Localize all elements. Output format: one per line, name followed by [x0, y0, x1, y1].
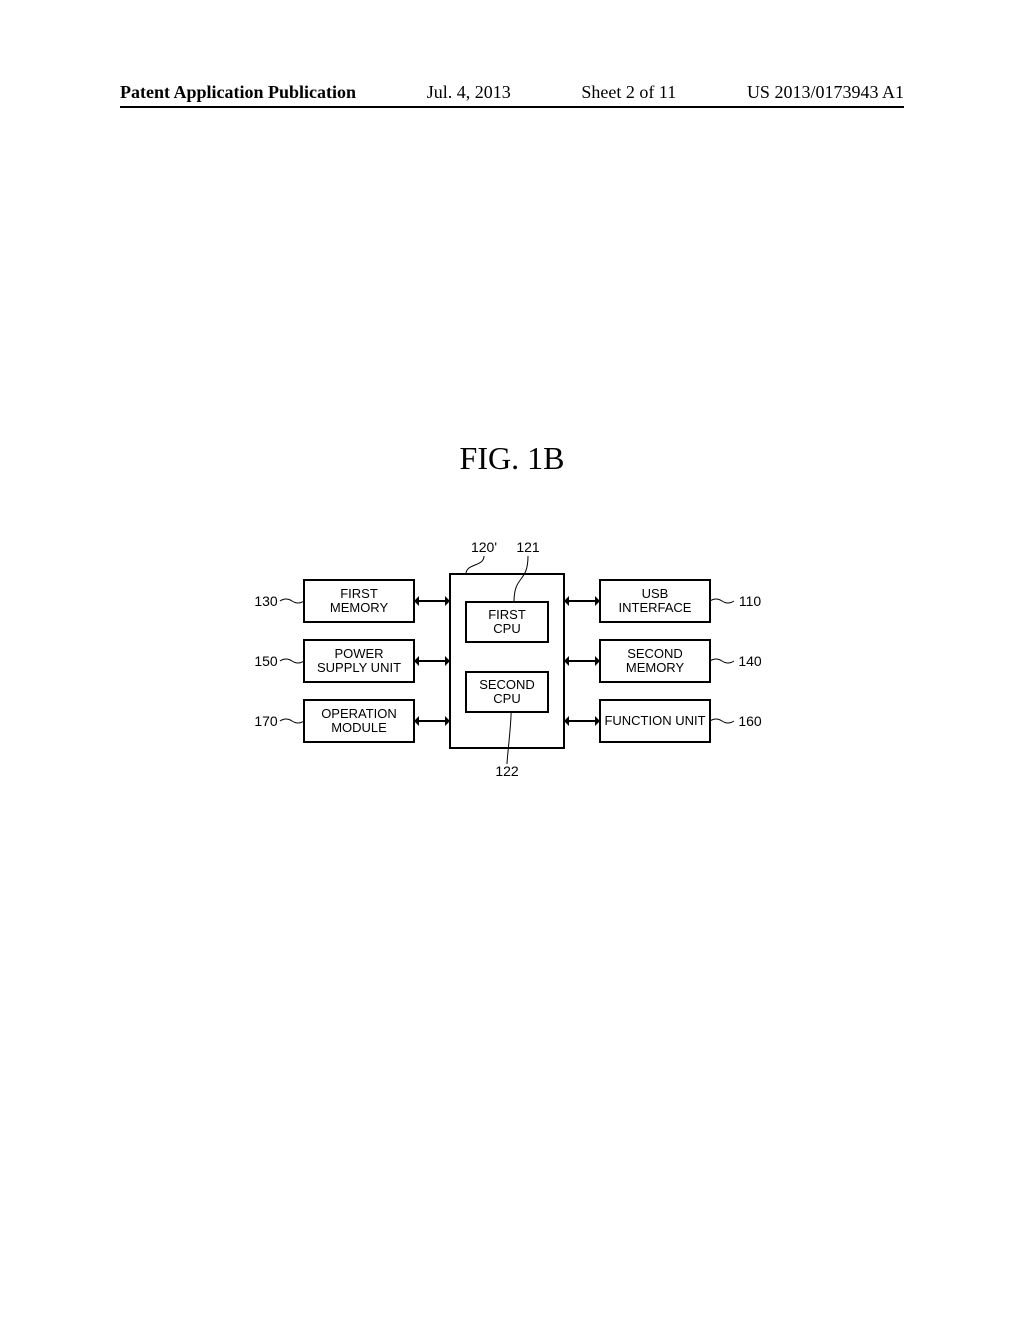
svg-text:MODULE: MODULE [331, 720, 387, 735]
svg-text:170: 170 [254, 713, 278, 729]
header-publication: Patent Application Publication [120, 82, 356, 103]
svg-text:FIRST: FIRST [488, 607, 526, 622]
svg-text:130: 130 [254, 593, 278, 609]
svg-text:CPU: CPU [493, 691, 520, 706]
header-date: Jul. 4, 2013 [427, 82, 511, 103]
svg-text:POWER: POWER [334, 646, 383, 661]
svg-text:MEMORY: MEMORY [330, 600, 389, 615]
svg-text:110: 110 [739, 593, 762, 609]
svg-text:SECOND: SECOND [627, 646, 683, 661]
svg-text:SUPPLY UNIT: SUPPLY UNIT [317, 660, 401, 675]
svg-text:CPU: CPU [493, 621, 520, 636]
svg-text:SECOND: SECOND [479, 677, 535, 692]
header-pubno: US 2013/0173943 A1 [747, 82, 904, 103]
svg-text:122: 122 [495, 763, 519, 779]
cpu-group-box [450, 574, 564, 748]
page-header: Patent Application Publication Jul. 4, 2… [0, 82, 1024, 103]
block-diagram: FIRSTCPUSECONDCPUFIRSTMEMORYPOWERSUPPLY … [0, 540, 1024, 840]
svg-text:INTERFACE: INTERFACE [619, 600, 692, 615]
svg-text:MEMORY: MEMORY [626, 660, 685, 675]
figure-title: FIG. 1B [0, 440, 1024, 477]
svg-text:150: 150 [254, 653, 278, 669]
svg-text:160: 160 [738, 713, 762, 729]
svg-text:FIRST: FIRST [340, 586, 378, 601]
header-sheet: Sheet 2 of 11 [581, 82, 676, 103]
svg-text:140: 140 [738, 653, 762, 669]
svg-text:OPERATION: OPERATION [321, 706, 397, 721]
svg-text:USB: USB [642, 586, 669, 601]
svg-text:120': 120' [471, 540, 497, 555]
svg-text:FUNCTION UNIT: FUNCTION UNIT [604, 713, 705, 728]
header-rule [120, 106, 904, 108]
svg-text:121: 121 [516, 540, 540, 555]
page: Patent Application Publication Jul. 4, 2… [0, 0, 1024, 1320]
